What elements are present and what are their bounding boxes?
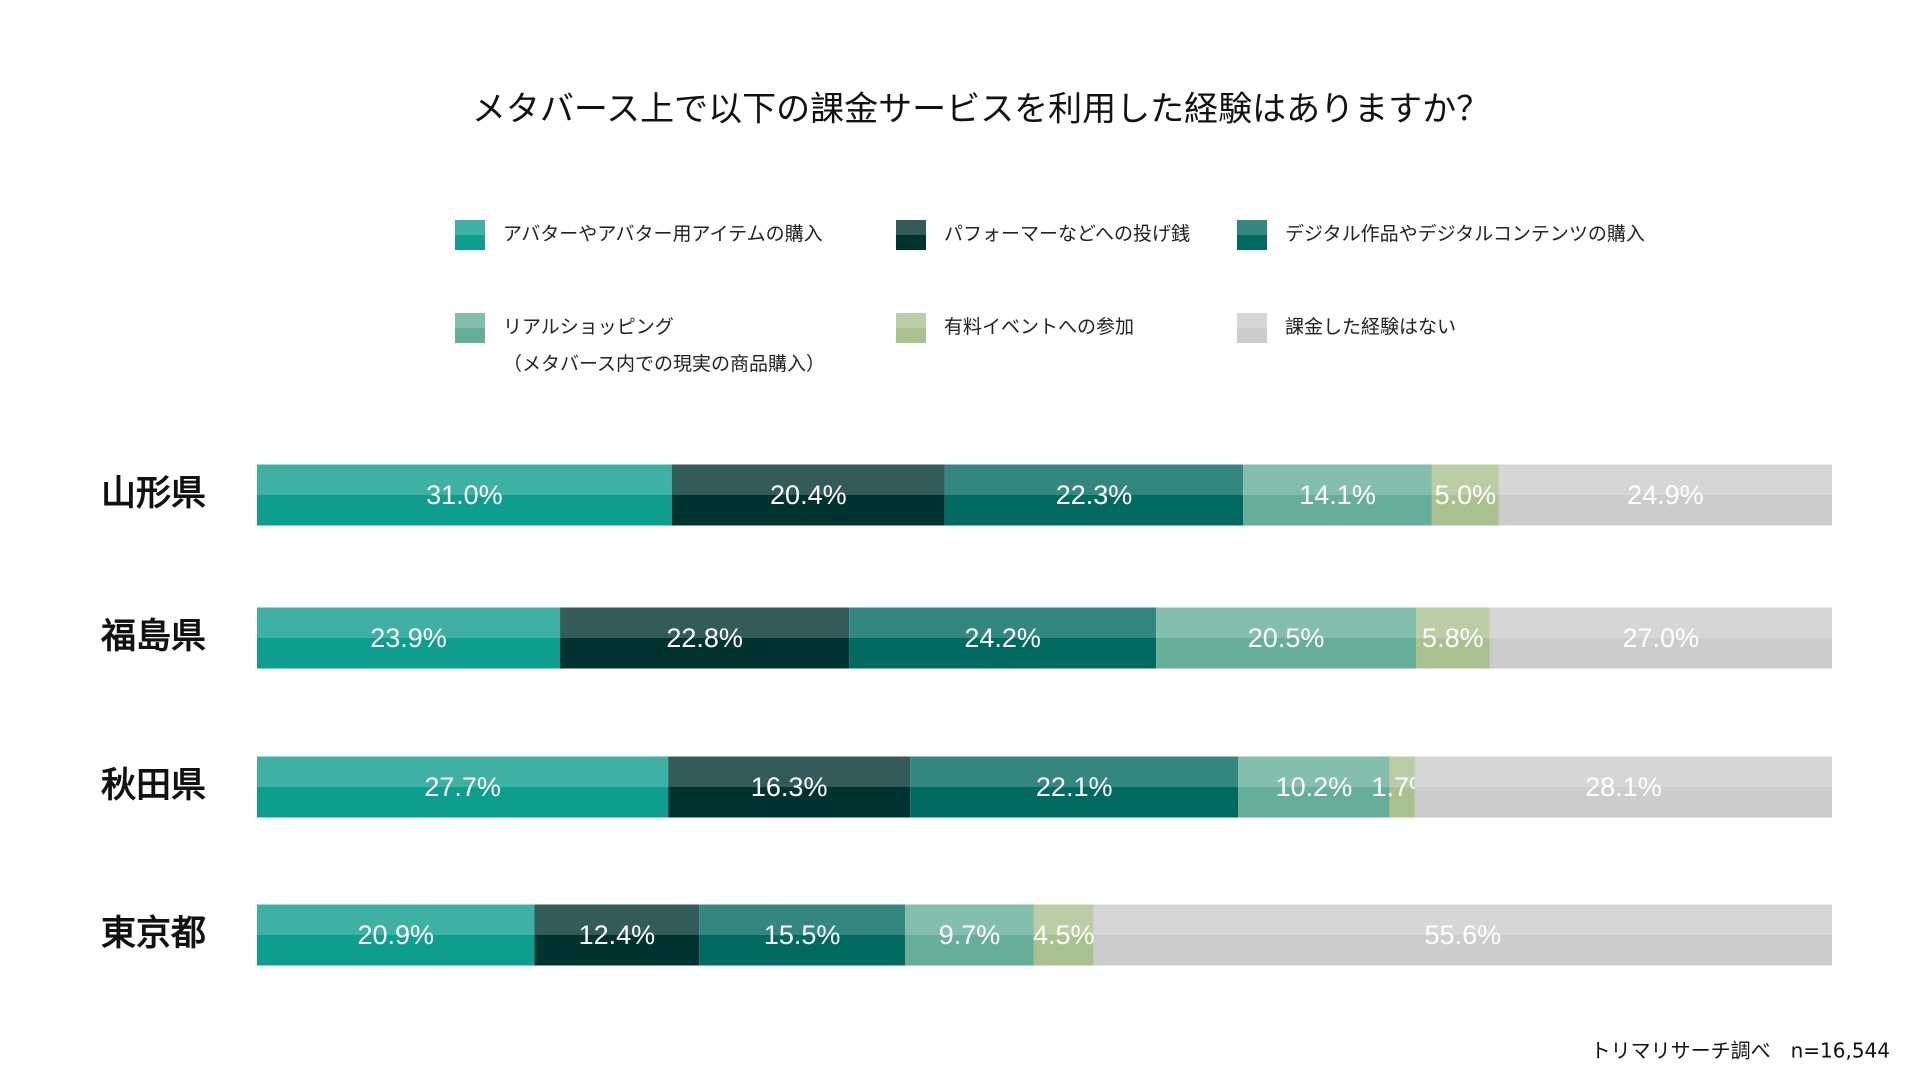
value-label: 15.5% [764,920,841,950]
bar-segment [905,904,1034,966]
value-label: 27.7% [424,772,501,802]
bar-segment [1489,607,1832,669]
bar-highlight [257,464,672,495]
bar-segment [1431,464,1499,526]
bar-highlight [1414,756,1832,787]
bar-highlight [257,607,561,638]
value-label: 55.6% [1425,920,1502,950]
legend-swatch [1237,313,1267,343]
value-label: 5.8% [1422,623,1484,653]
bar-highlight [1431,464,1499,495]
legend-label: デジタル作品やデジタルコンテンツの購入 [1285,223,1645,245]
footnote: トリマリサーチ調べ n=16,544 [1591,1039,1890,1063]
value-label: 28.1% [1585,772,1662,802]
legend-label: リアルショッピング （メタバース内での現実の商品購入） [503,316,826,375]
value-label: 16.3% [751,772,828,802]
value-label: 23.9% [370,623,447,653]
bar-segment [257,904,535,966]
value-label: 22.1% [1036,772,1113,802]
legend-label: 課金した経験はない [1285,316,1457,338]
value-label: 20.4% [770,480,847,510]
bar-highlight [1416,607,1490,638]
bar-highlight [849,607,1157,638]
value-label: 5.0% [1435,480,1497,510]
bar-segment [910,756,1239,818]
bar-highlight [910,756,1239,787]
value-label: 10.2% [1276,772,1353,802]
bar-segment [944,464,1244,526]
bar-segment [849,607,1157,669]
value-label: 24.9% [1627,480,1704,510]
bar-highlight [1156,607,1417,638]
value-label: 27.0% [1623,623,1700,653]
chart-title: メタバース上で以下の課金サービスを利用した経験はありますか？ [472,90,1490,130]
bar-highlight [671,464,945,495]
bar-highlight [1033,904,1094,935]
value-label: 22.3% [1056,480,1133,510]
bar-segment [257,756,669,818]
bar-segment [1498,464,1832,526]
value-label: 12.4% [579,920,656,950]
legend-label: 有料イベントへの参加 [944,316,1135,338]
category-label: 福島県 [100,617,206,657]
bar-highlight [257,756,669,787]
category-label: 秋田県 [101,766,206,806]
bar-highlight [944,464,1244,495]
bar-segment [1389,756,1415,818]
bar-segment [1093,904,1832,966]
bar-highlight [1489,607,1832,638]
legend-swatch [896,220,926,250]
bar-segment [1416,607,1490,669]
value-label: 20.5% [1248,623,1325,653]
bar-highlight [1498,464,1832,495]
bar-segment [671,464,945,526]
bar-highlight [1093,904,1832,935]
value-label: 14.1% [1299,480,1376,510]
bar-segment [1414,756,1832,818]
bar-segment [699,904,906,966]
bar-highlight [1238,756,1390,787]
legend-swatch [896,313,926,343]
value-label: 22.8% [666,623,743,653]
legend-swatch [455,313,485,343]
value-label: 9.7% [939,920,1001,950]
bar-highlight [1243,464,1432,495]
bar-segment [1156,607,1417,669]
bar-highlight [560,607,850,638]
category-label: 東京都 [101,913,206,954]
bar-highlight [534,904,700,935]
category-label: 山形県 [101,474,206,514]
bar-segment [668,756,911,818]
bar-segment [534,904,700,966]
bar-segment [257,607,561,669]
value-label: 31.0% [426,480,503,510]
bar-highlight [699,904,906,935]
value-label: 4.5% [1033,920,1095,950]
bar-segment [560,607,850,669]
legend-swatch [455,220,485,250]
legend-swatch [1237,220,1267,250]
bar-highlight [1389,756,1415,787]
bar-highlight [257,904,535,935]
value-label: 20.9% [357,920,434,950]
bar-segment [1243,464,1432,526]
bar-highlight [668,756,911,787]
bar-segment [1238,756,1390,818]
bar-highlight [905,904,1034,935]
value-label: 24.2% [964,623,1041,653]
legend-label: アバターやアバター用アイテムの購入 [503,223,823,245]
legend-label: パフォーマーなどへの投げ銭 [944,223,1191,245]
bar-segment [257,464,672,526]
bar-segment [1033,904,1094,966]
